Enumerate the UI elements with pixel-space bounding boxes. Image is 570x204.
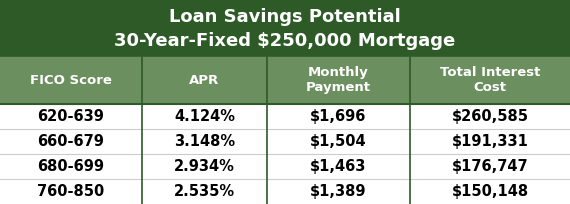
Text: $150,148: $150,148 bbox=[451, 184, 528, 199]
Text: 30-Year-Fixed $250,000 Mortgage: 30-Year-Fixed $250,000 Mortgage bbox=[115, 32, 455, 50]
Text: 3.148%: 3.148% bbox=[174, 134, 235, 149]
Text: 680-699: 680-699 bbox=[38, 159, 104, 174]
Bar bbox=[0, 129, 570, 154]
Text: $1,504: $1,504 bbox=[310, 134, 367, 149]
Text: $260,585: $260,585 bbox=[451, 109, 528, 124]
Bar bbox=[0, 179, 570, 204]
Text: $191,331: $191,331 bbox=[451, 134, 528, 149]
Bar bbox=[0, 57, 570, 104]
Text: 2.934%: 2.934% bbox=[174, 159, 235, 174]
Text: APR: APR bbox=[189, 74, 219, 87]
Text: Total Interest
Cost: Total Interest Cost bbox=[440, 66, 540, 94]
Text: FICO Score: FICO Score bbox=[30, 74, 112, 87]
Text: Loan Savings Potential: Loan Savings Potential bbox=[169, 8, 401, 26]
Bar bbox=[0, 104, 570, 129]
Text: 660-679: 660-679 bbox=[38, 134, 104, 149]
Text: 760-850: 760-850 bbox=[38, 184, 105, 199]
Text: $1,389: $1,389 bbox=[310, 184, 367, 199]
Text: Monthly
Payment: Monthly Payment bbox=[306, 66, 371, 94]
Text: 2.535%: 2.535% bbox=[174, 184, 235, 199]
Bar bbox=[0, 154, 570, 179]
Text: $1,696: $1,696 bbox=[310, 109, 367, 124]
Text: $1,463: $1,463 bbox=[310, 159, 367, 174]
Bar bbox=[0, 0, 570, 57]
Text: $176,747: $176,747 bbox=[451, 159, 528, 174]
Text: 4.124%: 4.124% bbox=[174, 109, 235, 124]
Text: 620-639: 620-639 bbox=[38, 109, 104, 124]
